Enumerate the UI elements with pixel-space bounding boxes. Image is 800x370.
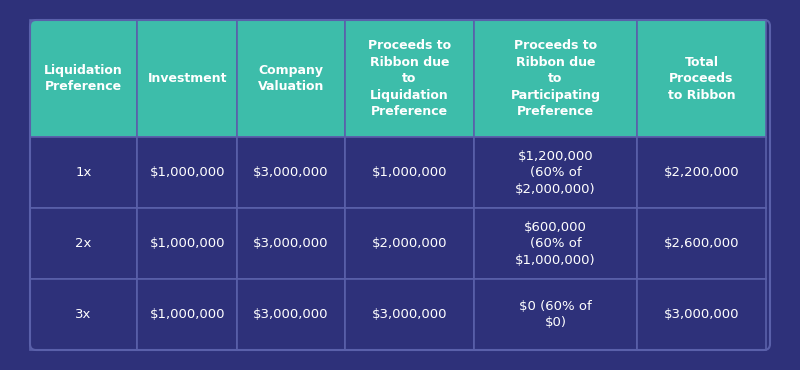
Bar — [474, 137, 637, 208]
Text: $1,000,000: $1,000,000 — [150, 237, 225, 250]
Bar — [138, 20, 238, 137]
Bar — [238, 279, 345, 350]
Text: $3,000,000: $3,000,000 — [253, 237, 329, 250]
Text: $2,200,000: $2,200,000 — [664, 166, 739, 179]
Bar — [238, 208, 345, 279]
FancyBboxPatch shape — [28, 18, 772, 352]
Bar — [637, 208, 766, 279]
Bar — [637, 20, 766, 137]
Bar — [30, 208, 138, 279]
Text: $1,000,000: $1,000,000 — [150, 308, 225, 321]
Text: Total
Proceeds
to Ribbon: Total Proceeds to Ribbon — [668, 56, 735, 102]
Bar — [138, 137, 238, 208]
Text: $1,000,000: $1,000,000 — [371, 166, 447, 179]
Bar — [238, 20, 345, 137]
Bar — [345, 137, 474, 208]
Text: $3,000,000: $3,000,000 — [253, 308, 329, 321]
Text: $3,000,000: $3,000,000 — [371, 308, 447, 321]
Bar — [138, 279, 238, 350]
Bar — [138, 208, 238, 279]
Bar — [345, 279, 474, 350]
Text: 3x: 3x — [75, 308, 92, 321]
Text: $2,000,000: $2,000,000 — [371, 237, 447, 250]
Bar — [345, 20, 474, 137]
Bar — [637, 137, 766, 208]
Text: $3,000,000: $3,000,000 — [664, 308, 739, 321]
Bar — [345, 208, 474, 279]
Bar — [238, 137, 345, 208]
Text: $1,200,000
(60% of
$2,000,000): $1,200,000 (60% of $2,000,000) — [515, 149, 596, 196]
Text: $3,000,000: $3,000,000 — [253, 166, 329, 179]
Text: $2,600,000: $2,600,000 — [664, 237, 739, 250]
Bar — [474, 20, 637, 137]
Bar — [30, 137, 138, 208]
Bar — [474, 279, 637, 350]
Bar — [30, 279, 138, 350]
Bar — [474, 208, 637, 279]
Text: $600,000
(60% of
$1,000,000): $600,000 (60% of $1,000,000) — [515, 221, 596, 266]
Text: Proceeds to
Ribbon due
to
Liquidation
Preference: Proceeds to Ribbon due to Liquidation Pr… — [368, 39, 451, 118]
Text: 2x: 2x — [75, 237, 92, 250]
Bar — [30, 20, 138, 137]
Bar — [637, 279, 766, 350]
Text: Investment: Investment — [147, 72, 227, 85]
Text: $0 (60% of
$0): $0 (60% of $0) — [519, 300, 592, 329]
Text: Liquidation
Preference: Liquidation Preference — [44, 64, 123, 93]
Text: $1,000,000: $1,000,000 — [150, 166, 225, 179]
Text: 1x: 1x — [75, 166, 92, 179]
Text: Proceeds to
Ribbon due
to
Participating
Preference: Proceeds to Ribbon due to Participating … — [510, 39, 600, 118]
Text: Company
Valuation: Company Valuation — [258, 64, 324, 93]
